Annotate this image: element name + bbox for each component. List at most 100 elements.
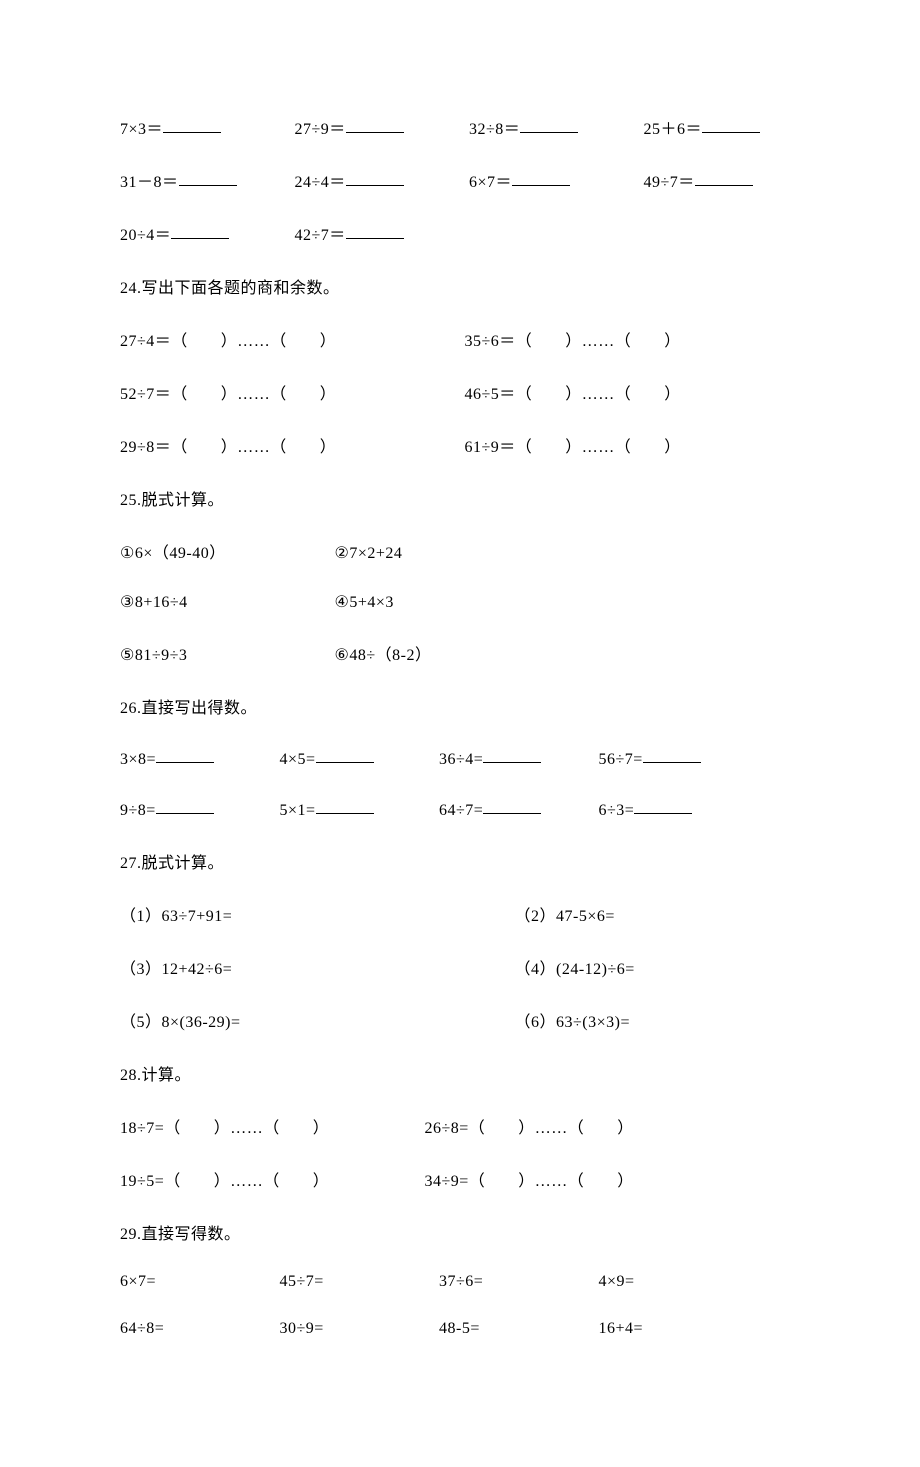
expr: 42÷7＝ [295, 221, 465, 245]
fill-blank[interactable] [483, 746, 541, 763]
t: （4）(24-12)÷6= [515, 961, 635, 978]
row: （1）63÷7+91= （2）47-5×6= [120, 902, 805, 926]
t: 49÷7＝ [644, 174, 695, 191]
expr: 36÷4= [439, 747, 594, 769]
t: 19÷5=（ ）……（ ） [120, 1167, 420, 1191]
row: 31－8＝ 24÷4＝ 6×7＝ 49÷7＝ [120, 168, 805, 192]
t: ④5+4×3 [335, 594, 394, 611]
row: 64÷8= 30÷9= 48-5= 16+4= [120, 1320, 805, 1338]
row: ③8+16÷4 ④5+4×3 [120, 592, 805, 612]
t: 42÷7＝ [295, 227, 346, 244]
t: 4×9= [599, 1273, 754, 1291]
t: 16+4= [599, 1320, 754, 1338]
t: 6×7＝ [469, 174, 512, 191]
t: 6÷3= [599, 802, 635, 819]
q24-title: 24.写出下面各题的商和余数。 [120, 274, 805, 298]
t: 64÷8= [120, 1320, 275, 1338]
expr: 24÷4＝ [295, 168, 465, 192]
fill-blank[interactable] [316, 746, 374, 763]
fill-blank[interactable] [512, 169, 570, 186]
t: 52÷7＝（ ）……（ ） [120, 380, 460, 404]
fill-blank[interactable] [346, 169, 404, 186]
q28-title: 28.计算。 [120, 1061, 805, 1085]
fill-blank[interactable] [483, 797, 541, 814]
t: 27÷9＝ [295, 121, 346, 138]
expr: 27÷9＝ [295, 115, 465, 139]
t: 31－8＝ [120, 174, 179, 191]
t: ①6×（49-40） [120, 539, 330, 563]
t: 37÷6= [439, 1273, 594, 1291]
expr: 64÷7= [439, 798, 594, 820]
expr: 4×5= [280, 747, 435, 769]
t: 20÷4＝ [120, 227, 171, 244]
row: 52÷7＝（ ）……（ ） 46÷5＝（ ）……（ ） [120, 380, 805, 404]
t: 56÷7= [599, 751, 643, 768]
expr: 9÷8= [120, 798, 275, 820]
expr: 49÷7＝ [644, 168, 814, 192]
fill-blank[interactable] [520, 116, 578, 133]
t: 45÷7= [280, 1273, 435, 1291]
t: 7×3＝ [120, 121, 163, 138]
t: ⑥48÷（8-2） [335, 647, 432, 664]
fill-blank[interactable] [316, 797, 374, 814]
fill-blank[interactable] [156, 797, 214, 814]
expr: 7×3＝ [120, 115, 290, 139]
expr: 20÷4＝ [120, 221, 290, 245]
t: ⑤81÷9÷3 [120, 645, 330, 665]
q29-title: 29.直接写得数。 [120, 1220, 805, 1244]
t: 35÷6＝（ ）……（ ） [465, 333, 681, 350]
t: （6）63÷(3×3)= [515, 1014, 631, 1031]
row: 6×7= 45÷7= 37÷6= 4×9= [120, 1273, 805, 1291]
row: 9÷8= 5×1= 64÷7= 6÷3= [120, 798, 805, 820]
t: 29÷8＝（ ）……（ ） [120, 433, 460, 457]
fill-blank[interactable] [346, 222, 404, 239]
t: 64÷7= [439, 802, 483, 819]
row: 29÷8＝（ ）……（ ） 61÷9＝（ ）……（ ） [120, 433, 805, 457]
expr: 5×1= [280, 798, 435, 820]
row: （3）12+42÷6= （4）(24-12)÷6= [120, 955, 805, 979]
t: （1）63÷7+91= [120, 902, 510, 926]
fill-blank[interactable] [179, 169, 237, 186]
fill-blank[interactable] [346, 116, 404, 133]
expr: 31－8＝ [120, 168, 290, 192]
row: 7×3＝ 27÷9＝ 32÷8＝ 25＋6＝ [120, 115, 805, 139]
q27-title: 27.脱式计算。 [120, 849, 805, 873]
t: （3）12+42÷6= [120, 955, 510, 979]
fill-blank[interactable] [163, 116, 221, 133]
t: 61÷9＝（ ）……（ ） [465, 439, 681, 456]
t: （2）47-5×6= [515, 908, 615, 925]
row: ⑤81÷9÷3 ⑥48÷（8-2） [120, 641, 805, 665]
fill-blank[interactable] [156, 746, 214, 763]
t: 9÷8= [120, 802, 156, 819]
row: 3×8= 4×5= 36÷4= 56÷7= [120, 747, 805, 769]
row: 27÷4＝（ ）……（ ） 35÷6＝（ ）……（ ） [120, 327, 805, 351]
t: 36÷4= [439, 751, 483, 768]
t: 18÷7=（ ）……（ ） [120, 1114, 420, 1138]
row: 19÷5=（ ）……（ ） 34÷9=（ ）……（ ） [120, 1167, 805, 1191]
fill-blank[interactable] [695, 169, 753, 186]
t: 46÷5＝（ ）……（ ） [465, 386, 681, 403]
fill-blank[interactable] [171, 222, 229, 239]
row: 18÷7=（ ）……（ ） 26÷8=（ ）……（ ） [120, 1114, 805, 1138]
t: 6×7= [120, 1273, 275, 1291]
fill-blank[interactable] [634, 797, 692, 814]
q26-title: 26.直接写出得数。 [120, 694, 805, 718]
row: 20÷4＝ 42÷7＝ [120, 221, 805, 245]
t: 4×5= [280, 751, 316, 768]
row: ①6×（49-40） ②7×2+24 [120, 539, 805, 563]
expr: 25＋6＝ [644, 115, 814, 139]
t: 24÷4＝ [295, 174, 346, 191]
t: ③8+16÷4 [120, 592, 330, 612]
q25-title: 25.脱式计算。 [120, 486, 805, 510]
expr: 6×7＝ [469, 168, 639, 192]
t: ②7×2+24 [335, 545, 403, 562]
fill-blank[interactable] [643, 746, 701, 763]
t: 3×8= [120, 751, 156, 768]
expr: 56÷7= [599, 747, 754, 769]
t: 25＋6＝ [644, 121, 703, 138]
expr: 6÷3= [599, 798, 754, 820]
t: 30÷9= [280, 1320, 435, 1338]
fill-blank[interactable] [702, 116, 760, 133]
t: 5×1= [280, 802, 316, 819]
row: （5）8×(36-29)= （6）63÷(3×3)= [120, 1008, 805, 1032]
